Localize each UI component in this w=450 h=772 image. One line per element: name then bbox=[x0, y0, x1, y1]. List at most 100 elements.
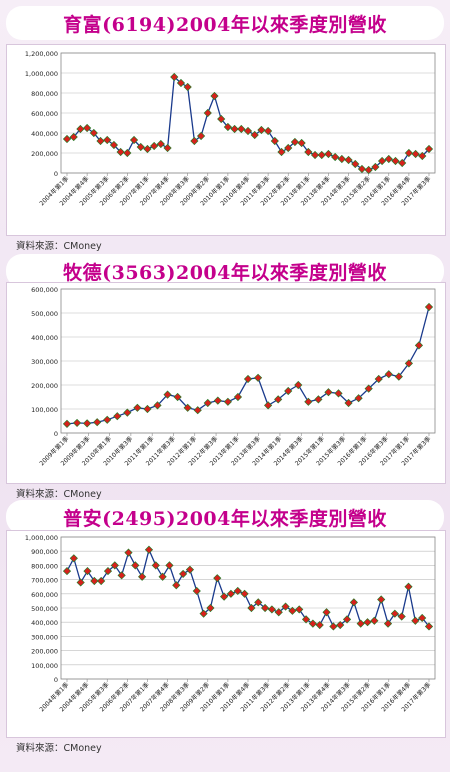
data-point bbox=[223, 122, 232, 132]
data-point bbox=[418, 613, 427, 623]
data-point bbox=[156, 139, 165, 149]
data-point bbox=[418, 151, 427, 161]
data-point bbox=[337, 154, 346, 164]
chart-area-1: 0 200,000 400,000 600,000 800,000 1,000,000 1,… bbox=[6, 44, 446, 236]
data-point bbox=[237, 124, 246, 134]
chart-title-bar-3: 普安(2495)2004年以來季度別營收 bbox=[6, 500, 444, 534]
data-point bbox=[116, 147, 125, 157]
data-point bbox=[383, 619, 393, 628]
data-point bbox=[277, 147, 286, 157]
data-point bbox=[69, 554, 78, 563]
source-label-1: 資料來源：CMoney bbox=[16, 241, 102, 252]
data-point bbox=[315, 620, 324, 630]
data-point bbox=[240, 589, 249, 598]
data-point bbox=[123, 408, 132, 417]
data-point bbox=[210, 91, 219, 101]
data-point bbox=[301, 615, 311, 624]
data-point bbox=[190, 136, 199, 146]
chart-title-1: 育富(6194)2004年以來季度別營收 bbox=[63, 13, 387, 36]
data-point bbox=[183, 403, 192, 412]
data-point bbox=[260, 603, 270, 613]
chart-svg-3: 0 100,000 200,000 300,000 400,000 500,000 600,… bbox=[25, 534, 436, 713]
data-point bbox=[193, 406, 202, 415]
data-point bbox=[424, 622, 434, 631]
data-point bbox=[344, 398, 353, 408]
data-point bbox=[76, 124, 85, 134]
data-point bbox=[424, 302, 434, 312]
chart-svg-2: 0 100,000 200,000 300,000 400,000 500,000 600,… bbox=[31, 286, 436, 467]
data-point bbox=[322, 608, 331, 617]
series-line bbox=[66, 75, 430, 171]
data-point bbox=[151, 561, 160, 570]
data-point bbox=[144, 545, 154, 554]
data-point bbox=[351, 159, 360, 169]
y-tick-label: 100,000 bbox=[31, 662, 58, 670]
y-tick-label: 200,000 bbox=[31, 648, 58, 656]
data-point bbox=[113, 412, 122, 421]
data-point bbox=[176, 78, 186, 88]
data-point bbox=[377, 156, 387, 166]
data-point bbox=[109, 140, 119, 150]
data-point bbox=[308, 619, 317, 628]
data-point bbox=[304, 147, 313, 157]
source-label-2: 資料來源：CMoney bbox=[16, 489, 102, 500]
y-tick-label: 0 bbox=[54, 430, 58, 438]
data-point bbox=[76, 578, 85, 587]
data-point bbox=[243, 126, 253, 136]
data-point bbox=[129, 135, 139, 145]
data-point bbox=[83, 419, 92, 428]
y-tick-label: 600,000 bbox=[31, 591, 58, 599]
data-point bbox=[357, 164, 367, 174]
data-point bbox=[363, 618, 372, 627]
y-tick-label: 300,000 bbox=[31, 358, 58, 366]
data-point bbox=[143, 404, 152, 414]
data-point bbox=[62, 134, 72, 144]
data-point bbox=[172, 581, 181, 590]
data-point bbox=[356, 619, 365, 628]
data-point bbox=[62, 566, 72, 576]
data-point bbox=[203, 398, 212, 408]
data-point bbox=[96, 136, 105, 146]
y-tick-label: 400,000 bbox=[31, 619, 58, 627]
data-point bbox=[374, 374, 383, 384]
data-point bbox=[404, 359, 413, 368]
y-tick-label: 400,000 bbox=[31, 130, 58, 138]
data-point bbox=[391, 156, 400, 166]
data-point bbox=[179, 569, 188, 579]
data-point bbox=[390, 609, 399, 618]
data-point bbox=[284, 386, 293, 396]
data-point bbox=[264, 401, 273, 410]
data-point bbox=[143, 144, 152, 154]
data-point bbox=[297, 138, 306, 148]
data-point bbox=[93, 418, 102, 427]
y-tick-label: 0 bbox=[54, 676, 58, 684]
data-point bbox=[411, 149, 420, 159]
data-point bbox=[233, 392, 243, 402]
data-point bbox=[206, 603, 215, 613]
y-tick-label: 200,000 bbox=[31, 150, 58, 158]
data-point bbox=[324, 149, 333, 159]
chart-area-2: 0 100,000 200,000 300,000 400,000 500,000 600,… bbox=[6, 282, 446, 484]
data-point bbox=[183, 82, 192, 92]
y-tick-label: 1,200,000 bbox=[25, 50, 58, 58]
data-point bbox=[349, 598, 358, 607]
y-tick-label: 700,000 bbox=[31, 577, 58, 585]
data-point bbox=[192, 586, 201, 596]
chart-title-2: 牧德(3563)2004年以來季度別營收 bbox=[63, 261, 387, 284]
data-point bbox=[158, 572, 167, 581]
data-point bbox=[196, 131, 206, 141]
data-point bbox=[173, 392, 182, 402]
y-tick-label: 200,000 bbox=[31, 382, 58, 390]
data-point bbox=[384, 370, 393, 379]
data-point bbox=[150, 141, 159, 151]
y-tick-label: 300,000 bbox=[31, 633, 58, 641]
data-point bbox=[294, 380, 303, 390]
data-point bbox=[264, 126, 273, 136]
data-point bbox=[89, 128, 98, 138]
data-point bbox=[230, 124, 239, 134]
data-point bbox=[397, 612, 406, 621]
data-point bbox=[281, 602, 290, 611]
y-tick-label: 100,000 bbox=[31, 406, 58, 414]
data-point bbox=[317, 150, 326, 160]
data-point bbox=[284, 143, 293, 153]
